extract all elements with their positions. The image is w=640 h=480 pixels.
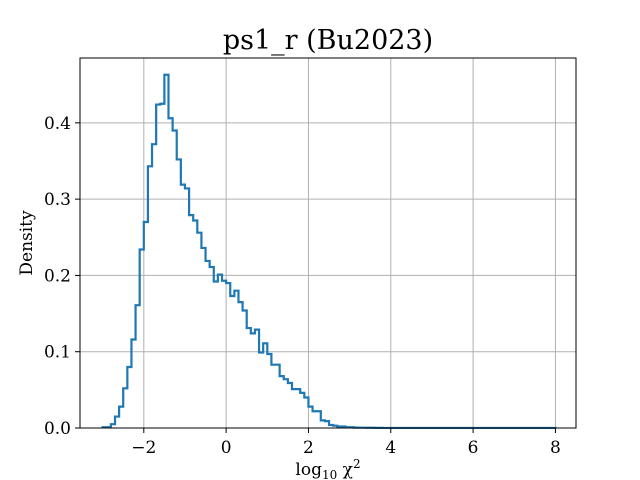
y-axis-label: Density	[17, 210, 37, 276]
y-tick-label: 0.0	[44, 419, 71, 439]
x-axis-label: log10 χ2	[295, 457, 360, 480]
y-tick-label: 0.1	[44, 343, 71, 363]
x-tick-label: 6	[468, 438, 479, 458]
y-tick-label: 0.3	[44, 190, 71, 210]
y-tick-label: 0.4	[44, 114, 71, 134]
plot-area	[101, 73, 557, 430]
x-tick-label: 0	[221, 438, 232, 458]
axis-ticks: −2 0 2 4 6 8 0.0 0.1 0.2 0.3 0.4	[44, 114, 561, 458]
y-tick-label: 0.2	[44, 266, 71, 286]
chart-title: ps1_r (Bu2023)	[223, 25, 433, 56]
x-tick-label: −2	[131, 438, 156, 458]
x-tick-label: 4	[385, 438, 396, 458]
x-tick-label: 8	[550, 438, 561, 458]
axes-frame	[79, 57, 577, 429]
histogram-step-line	[101, 73, 557, 430]
x-tick-label: 2	[303, 438, 314, 458]
